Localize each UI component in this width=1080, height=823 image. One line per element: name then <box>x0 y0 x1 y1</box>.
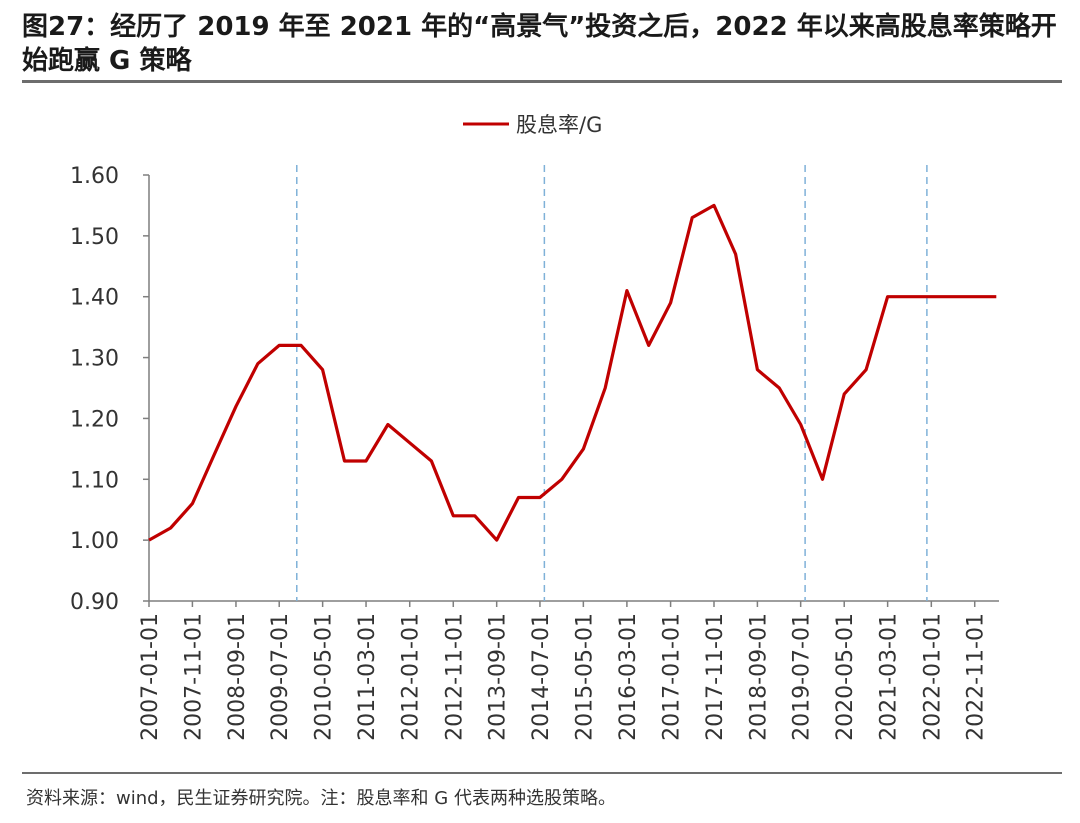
series-line <box>148 203 997 542</box>
x-tick-label: 2009-07-01 <box>268 613 293 741</box>
x-axis: 2007-01-01 2007-11-01 2008-09-01 2009-07-01… <box>138 600 999 741</box>
legend-label: 股息率/G <box>516 113 602 137</box>
x-tick-label: 2007-01-01 <box>138 613 163 741</box>
x-tick-label: 2007-11-01 <box>181 613 206 741</box>
x-tick-label: 2008-09-01 <box>225 613 250 741</box>
y-tick-label: 1.40 <box>70 286 119 311</box>
x-tick-label: 2012-11-01 <box>442 613 467 741</box>
y-tick-label: 1.60 <box>70 164 119 189</box>
source-rule <box>22 772 1062 774</box>
title-rule <box>22 80 1062 83</box>
x-tick-label: 2015-05-01 <box>572 613 597 741</box>
y-tick-label: 0.90 <box>70 590 119 615</box>
legend: 股息率/G <box>463 113 602 137</box>
x-tick-label: 2017-11-01 <box>703 613 728 741</box>
series-group <box>148 203 997 542</box>
reference-lines <box>296 165 928 601</box>
y-tick-label: 1.50 <box>70 225 119 250</box>
x-tick-label: 2017-01-01 <box>660 613 685 741</box>
x-tick-label: 2018-09-01 <box>746 613 771 741</box>
x-tick-label: 2022-11-01 <box>964 613 989 741</box>
x-tick-label: 2014-07-01 <box>529 613 554 741</box>
y-tick-label: 1.10 <box>70 468 119 493</box>
x-tick-label: 2016-03-01 <box>616 613 641 741</box>
x-tick-label: 2013-09-01 <box>486 613 511 741</box>
x-tick-label: 2011-03-01 <box>355 613 380 741</box>
figure-title: 图27：经历了 2019 年至 2021 年的“高景气”投资之后，2022 年以… <box>22 12 1057 76</box>
x-tick-label: 2012-01-01 <box>399 613 424 741</box>
x-tick-label: 2022-01-01 <box>920 613 945 741</box>
x-tick-label: 2020-05-01 <box>833 613 858 741</box>
x-tick-label: 2019-07-01 <box>790 613 815 741</box>
y-tick-label: 1.30 <box>70 347 119 372</box>
source-note: 资料来源：wind，民生证券研究院。注：股息率和 G 代表两种选股策略。 <box>26 788 616 809</box>
y-tick-label: 1.00 <box>70 529 119 554</box>
x-tick-label: 2010-05-01 <box>312 613 337 741</box>
y-tick-label: 1.20 <box>70 407 119 432</box>
x-tick-label: 2021-03-01 <box>877 613 902 741</box>
y-axis: 0.90 1.00 1.10 1.20 1.30 1.40 1.50 1.60 <box>70 164 150 615</box>
